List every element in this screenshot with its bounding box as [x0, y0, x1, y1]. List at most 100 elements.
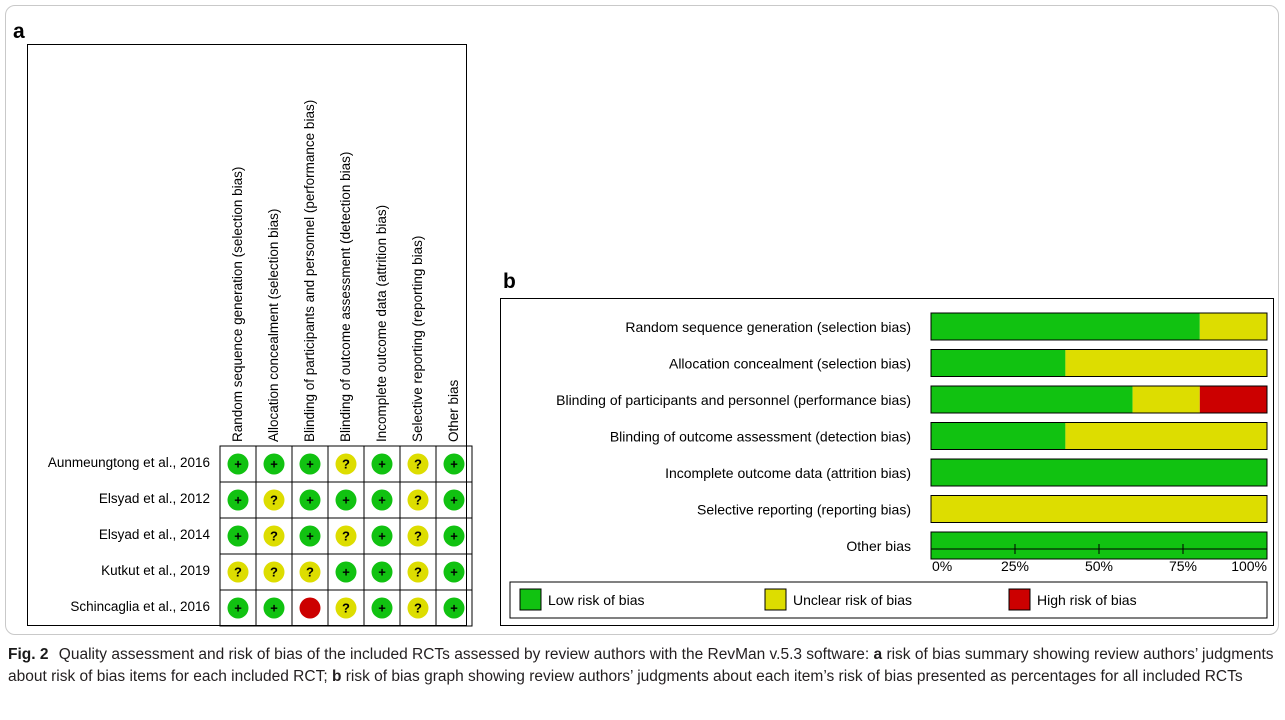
judgment-low-icon: +: [443, 525, 465, 547]
judgment-circle: [371, 489, 393, 511]
judgment-unclear-icon: ?: [335, 453, 357, 475]
judgment-symbol: ?: [414, 565, 422, 580]
judgment-symbol: +: [342, 493, 350, 508]
judgment-symbol: ?: [414, 529, 422, 544]
judgment-high-icon: [299, 597, 321, 619]
judgment-unclear-icon: ?: [407, 561, 429, 583]
judgment-circle: [299, 525, 321, 547]
judgment-low-icon: +: [263, 597, 285, 619]
judgment-symbol: +: [270, 457, 278, 472]
caption-text-3: risk of bias graph showing review author…: [345, 668, 1243, 685]
judgment-low-icon: +: [335, 561, 357, 583]
judgment-unclear-icon: ?: [407, 525, 429, 547]
judgment-low-icon: +: [263, 453, 285, 475]
risk-of-bias-graph-box: [500, 298, 1274, 626]
judgment-circle: [407, 597, 429, 619]
judgment-unclear-icon: ?: [227, 561, 249, 583]
judgment-circle: [263, 561, 285, 583]
judgment-circle: [299, 597, 321, 619]
judgment-circle: [263, 453, 285, 475]
judgment-low-icon: +: [443, 489, 465, 511]
judgment-unclear-icon: ?: [263, 525, 285, 547]
judgment-symbol: ?: [414, 457, 422, 472]
judgment-low-icon: +: [371, 597, 393, 619]
judgment-unclear-icon: ?: [335, 525, 357, 547]
summary-domain-label: Blinding of outcome assessment (detectio…: [338, 151, 353, 442]
summary-study-label: Elsyad et al., 2012: [98, 491, 210, 506]
judgment-low-icon: +: [443, 561, 465, 583]
judgment-circle: [443, 597, 465, 619]
judgment-circle: [227, 453, 249, 475]
judgment-symbol: +: [378, 565, 386, 580]
judgment-circle: [335, 561, 357, 583]
judgment-circle: [335, 525, 357, 547]
judgment-symbol: ?: [342, 529, 350, 544]
caption-fig-label: Fig. 2: [8, 646, 49, 663]
judgment-circle: [443, 489, 465, 511]
judgment-low-icon: +: [371, 561, 393, 583]
judgment-circle: [263, 489, 285, 511]
judgment-symbol: +: [450, 457, 458, 472]
judgment-circle: [407, 453, 429, 475]
judgment-unclear-icon: ?: [263, 561, 285, 583]
judgment-circle: [263, 597, 285, 619]
judgment-symbol: +: [306, 457, 314, 472]
judgment-symbol: +: [234, 529, 242, 544]
judgment-circle: [299, 489, 321, 511]
risk-of-bias-summary-grid: + + +? +? + +? + + +? + +? +? +? +??? + +? + + +? +? +: [219, 445, 473, 627]
summary-study-label: Aunmeungtong et al., 2016: [47, 455, 210, 470]
judgment-circle: [407, 525, 429, 547]
judgment-symbol: ?: [342, 457, 350, 472]
judgment-symbol: +: [342, 565, 350, 580]
judgment-symbol: +: [450, 601, 458, 616]
judgment-symbol: +: [450, 565, 458, 580]
judgment-symbol: +: [378, 457, 386, 472]
caption-a-letter: a: [873, 646, 883, 663]
judgment-unclear-icon: ?: [407, 489, 429, 511]
judgment-circle: [227, 561, 249, 583]
judgment-symbol: ?: [414, 601, 422, 616]
summary-domain-label: Blinding of participants and personnel (…: [302, 99, 317, 442]
judgment-symbol: +: [306, 529, 314, 544]
judgment-unclear-icon: ?: [407, 453, 429, 475]
judgment-low-icon: +: [335, 489, 357, 511]
judgment-symbol: +: [306, 493, 314, 508]
summary-study-label: Kutkut et al., 2019: [101, 563, 210, 578]
caption-text-2: risk of bias summary showing review auth…: [8, 646, 1274, 685]
judgment-low-icon: +: [443, 597, 465, 619]
judgment-low-icon: +: [299, 453, 321, 475]
judgment-symbol: +: [234, 493, 242, 508]
judgment-low-icon: +: [227, 489, 249, 511]
judgment-circle: [371, 525, 393, 547]
judgment-symbol: +: [234, 457, 242, 472]
judgment-symbol: ?: [270, 493, 278, 508]
judgment-unclear-icon: ?: [335, 597, 357, 619]
judgment-symbol: +: [270, 601, 278, 616]
judgment-circle: [371, 453, 393, 475]
judgment-symbol: +: [450, 529, 458, 544]
judgment-circle: [335, 597, 357, 619]
judgment-circle: [227, 597, 249, 619]
judgment-low-icon: +: [371, 525, 393, 547]
judgment-circle: [299, 453, 321, 475]
judgment-low-icon: +: [371, 453, 393, 475]
judgment-symbol: +: [234, 601, 242, 616]
judgment-circle: [443, 525, 465, 547]
judgment-low-icon: +: [227, 597, 249, 619]
judgment-circle: [227, 489, 249, 511]
judgment-low-icon: +: [299, 525, 321, 547]
summary-domain-label: Allocation concealment (selection bias): [266, 208, 281, 442]
judgment-circle: [407, 561, 429, 583]
judgment-symbol: +: [378, 601, 386, 616]
judgment-symbol: ?: [342, 601, 350, 616]
judgment-low-icon: +: [227, 453, 249, 475]
judgment-circle: [443, 561, 465, 583]
judgment-low-icon: +: [227, 525, 249, 547]
figure-caption: Fig. 2 Quality assessment and risk of bi…: [8, 644, 1278, 688]
judgment-circle: [335, 489, 357, 511]
grid-border: [219, 445, 473, 627]
judgment-low-icon: +: [371, 489, 393, 511]
judgment-circle: [299, 561, 321, 583]
summary-domain-label: Other bias: [446, 379, 461, 442]
summary-domain-label: Incomplete outcome data (attrition bias): [374, 204, 389, 442]
